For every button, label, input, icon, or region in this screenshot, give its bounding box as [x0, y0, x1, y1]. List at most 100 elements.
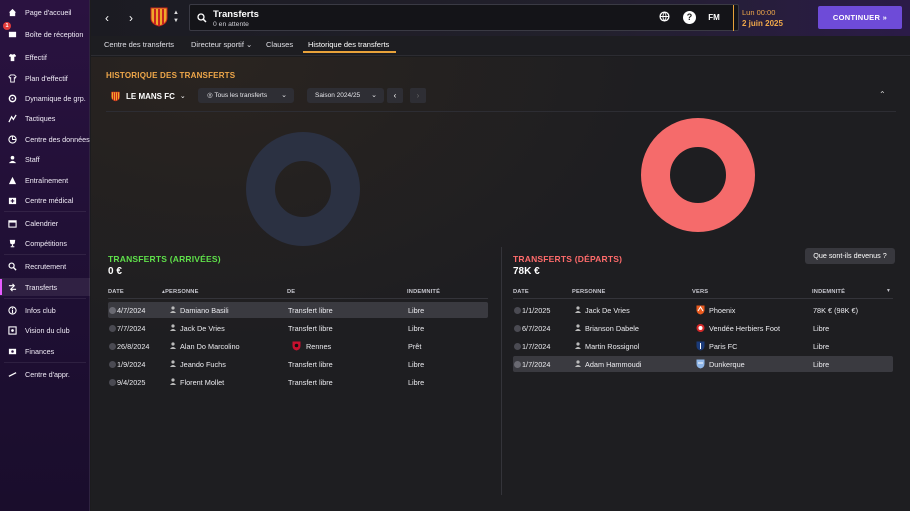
trophy-icon: [8, 239, 17, 248]
column-header-date[interactable]: DATE: [108, 289, 124, 295]
rennes-crest-icon: [292, 341, 301, 351]
sidebar-item-data-hub[interactable]: Centre des données: [0, 130, 90, 148]
column-header-person[interactable]: PERSONNE: [572, 289, 606, 295]
forward-button[interactable]: ›: [129, 11, 133, 25]
season-next-button[interactable]: ›: [410, 88, 426, 103]
person-icon: [575, 342, 581, 349]
table-row[interactable]: 4/7/2024 Damiano Basili Transfert libre …: [108, 302, 488, 318]
help-button[interactable]: ?: [683, 11, 696, 24]
sidebar-item-club-info[interactable]: Infos club: [0, 301, 90, 319]
vendee-herbiers-crest-icon: [696, 324, 705, 332]
sort-desc-icon[interactable]: ▾: [887, 288, 891, 294]
globe-icon[interactable]: [658, 11, 671, 24]
sidebar-item-squad-plan[interactable]: Plan d'effectif: [0, 69, 90, 87]
season-dropdown[interactable]: Saison 2024/25 ⌄: [307, 88, 384, 103]
dynamics-icon: [8, 94, 17, 103]
sidebar-item-scouting[interactable]: Recrutement: [0, 257, 90, 275]
table-row[interactable]: 1/7/2024 Adam Hammoudi Dunkerque Libre: [513, 356, 893, 372]
page-subtitle: 0 en attente: [213, 21, 249, 28]
status-dot: [109, 343, 116, 350]
inbox-badge: 1: [3, 22, 11, 30]
game-date: 2 juin 2025: [742, 19, 783, 28]
club-info-icon: [8, 305, 17, 315]
divider: [513, 298, 893, 299]
table-row[interactable]: 26/8/2024 Alan Do Marcolino Rennes Prêt: [108, 338, 488, 354]
transfers-icon: [8, 283, 17, 292]
table-row[interactable]: 7/7/2024 Jack De Vries Transfert libre L…: [108, 320, 488, 336]
panel-divider: [501, 247, 502, 495]
transfer-filter-dropdown[interactable]: ◎ Tous les transferts ⌄: [198, 88, 294, 103]
column-header-from[interactable]: DE: [287, 289, 296, 295]
data-hub-icon: [8, 134, 17, 144]
medical-icon: [8, 196, 17, 205]
search-icon: [197, 13, 207, 23]
season-prev-button[interactable]: ‹: [387, 88, 403, 103]
active-tab-indicator: [303, 51, 396, 53]
sidebar: Page d'accueil 1 Boîte de réception Effe…: [0, 0, 90, 511]
sidebar-divider: [4, 298, 86, 299]
sidebar-item-medical[interactable]: Centre médical: [0, 191, 90, 209]
tab-transfer-centre[interactable]: Centre des transferts: [104, 40, 175, 49]
chevron-down-icon: ⌄: [179, 93, 186, 100]
sidebar-item-calendar[interactable]: Calendrier: [0, 214, 90, 232]
sidebar-item-inbox[interactable]: 1 Boîte de réception: [0, 22, 90, 43]
collapse-icon[interactable]: ⌃: [879, 90, 886, 99]
club-prev-arrow[interactable]: ▲: [173, 10, 179, 16]
paris-fc-crest-icon: [696, 341, 705, 351]
title-search-box[interactable]: Transferts 0 en attente: [189, 4, 739, 31]
sidebar-item-tactics[interactable]: Tactiques: [0, 109, 90, 127]
sidebar-item-club-vision[interactable]: Vision du club: [0, 321, 90, 339]
sidebar-item-training[interactable]: Entraînement: [0, 171, 90, 189]
tab-clauses[interactable]: Clauses: [266, 40, 294, 49]
scouting-icon: [8, 261, 17, 271]
club-next-arrow[interactable]: ▼: [173, 18, 179, 24]
sidebar-item-finances[interactable]: Finances: [0, 342, 90, 360]
sidebar-divider: [4, 254, 86, 255]
sidebar-item-transfers[interactable]: Transferts: [0, 278, 90, 296]
column-header-person[interactable]: ▴PERSONNE: [162, 289, 199, 295]
sidebar-item-home[interactable]: Page d'accueil: [0, 3, 90, 21]
squad-plan-icon: [8, 73, 17, 83]
person-icon: [170, 306, 176, 313]
table-row[interactable]: 6/7/2024 Brianson Dabele Vendée Herbiers…: [513, 320, 893, 336]
sidebar-item-dev-centre[interactable]: Centre d'appr.: [0, 365, 90, 383]
departures-title: TRANSFERTS (DÉPARTS): [513, 254, 623, 264]
club-selector[interactable]: LE MANS FC ⌄: [111, 90, 186, 102]
table-row[interactable]: 1/7/2024 Martin Rossignol Paris FC Libre: [513, 338, 893, 354]
club-crest-icon[interactable]: [150, 7, 168, 27]
arrivals-title: TRANSFERTS (ARRIVÉES): [108, 254, 221, 264]
person-icon: [170, 342, 176, 349]
back-button[interactable]: ‹: [105, 11, 109, 25]
sub-tabs: Centre des transferts Directeur sportif …: [91, 36, 910, 56]
column-header-fee[interactable]: INDEMNITÉ: [407, 289, 441, 295]
continue-button[interactable]: CONTINUER »: [818, 6, 902, 29]
table-row[interactable]: 9/4/2025 Florent Mollet Transfert libre …: [108, 374, 488, 390]
game-time: Lun 00:00: [742, 8, 776, 17]
main-content: HISTORIQUE DES TRANSFERTS LE MANS FC ⌄ ◎…: [91, 57, 910, 511]
inbox-icon: [8, 30, 17, 39]
date-display[interactable]: Lun 00:00 2 juin 2025: [733, 5, 809, 31]
person-icon: [575, 324, 581, 331]
table-row[interactable]: 1/9/2024 Jeando Fuchs Transfert libre Li…: [108, 356, 488, 372]
sidebar-item-squad[interactable]: Effectif: [0, 48, 90, 66]
chevron-down-icon: ⌄: [371, 92, 377, 99]
sidebar-item-competitions[interactable]: Compétitions: [0, 234, 90, 252]
table-row[interactable]: 1/1/2025 Jack De Vries Phoenix 78K € (98…: [513, 302, 893, 318]
column-header-date[interactable]: DATE: [513, 289, 529, 295]
training-icon: [8, 176, 17, 185]
status-dot: [514, 325, 521, 332]
column-header-to[interactable]: VERS: [692, 289, 709, 295]
tab-sporting-director[interactable]: Directeur sportif ⌄: [191, 40, 253, 49]
club-crest-icon: [111, 91, 120, 101]
dev-centre-icon: [8, 370, 17, 379]
fm-menu-button[interactable]: FM: [708, 13, 720, 22]
sidebar-item-staff[interactable]: Staff: [0, 150, 90, 168]
sidebar-divider: [4, 362, 86, 363]
chevron-down-icon: ⌄: [281, 92, 287, 99]
column-header-fee[interactable]: INDEMNITÉ: [812, 289, 846, 295]
divider: [108, 298, 488, 299]
where-are-they-now-button[interactable]: Que sont-ils devenus ?: [805, 248, 895, 264]
sidebar-item-dynamics[interactable]: Dynamique de grp.: [0, 89, 90, 107]
tab-transfer-history[interactable]: Historique des transferts: [308, 40, 390, 49]
status-dot: [109, 379, 116, 386]
